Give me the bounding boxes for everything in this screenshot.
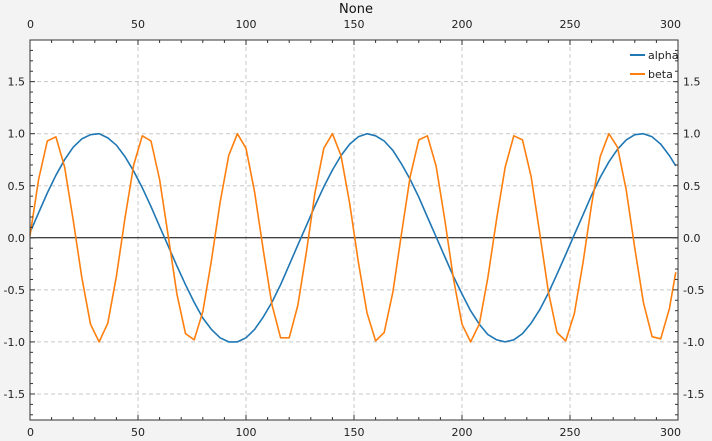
y-tick-label-right: 1.5 (683, 76, 701, 89)
y-tick-label-left: -1.0 (4, 336, 25, 349)
x-tick-label-bottom: 150 (344, 426, 365, 439)
legend: alpha beta (630, 49, 679, 81)
y-tick-label-left: 1.5 (8, 76, 26, 89)
series-line-alpha (29, 132, 677, 343)
y-tick-label-right: 1.0 (683, 128, 701, 141)
y-tick-label-right: -0.5 (683, 284, 704, 297)
y-tick-label-right: 0.0 (683, 232, 701, 245)
x-tick-label-bottom: 50 (131, 426, 145, 439)
x-tick-label-bottom: 300 (660, 426, 681, 439)
x-tick-label-top: 250 (560, 18, 581, 31)
y-tick-label-left: -1.5 (4, 388, 25, 401)
y-tick-label-left: 1.0 (8, 128, 26, 141)
y-tick-label-left: 0.5 (8, 180, 26, 193)
x-tick-label-bottom: 0 (27, 426, 34, 439)
x-tick-label-bottom: 100 (236, 426, 257, 439)
x-tick-label-top: 0 (27, 18, 34, 31)
axis-ticks: 0 0 50 50 100 100 150 150 200 200 250 250 300 300 -1.5… (4, 18, 705, 439)
x-tick-label-bottom: 200 (452, 426, 473, 439)
x-tick-label-top: 200 (452, 18, 473, 31)
x-tick-label-top: 50 (131, 18, 145, 31)
series-line-beta (29, 132, 677, 343)
y-tick-label-right: -1.5 (683, 388, 704, 401)
x-tick-label-top: 150 (344, 18, 365, 31)
x-tick-label-bottom: 250 (560, 426, 581, 439)
y-tick-label-right: -1.0 (683, 336, 704, 349)
legend-label-beta: beta (648, 68, 673, 81)
legend-label-alpha: alpha (648, 49, 679, 62)
chart-title: None (339, 2, 373, 17)
y-tick-label-left: 0.0 (8, 232, 26, 245)
x-tick-label-top: 300 (660, 18, 681, 31)
grid-lines (29, 40, 679, 420)
y-tick-label-left: -0.5 (4, 284, 25, 297)
x-tick-label-top: 100 (236, 18, 257, 31)
y-tick-label-right: 0.5 (683, 180, 701, 193)
series-lines (29, 132, 677, 343)
